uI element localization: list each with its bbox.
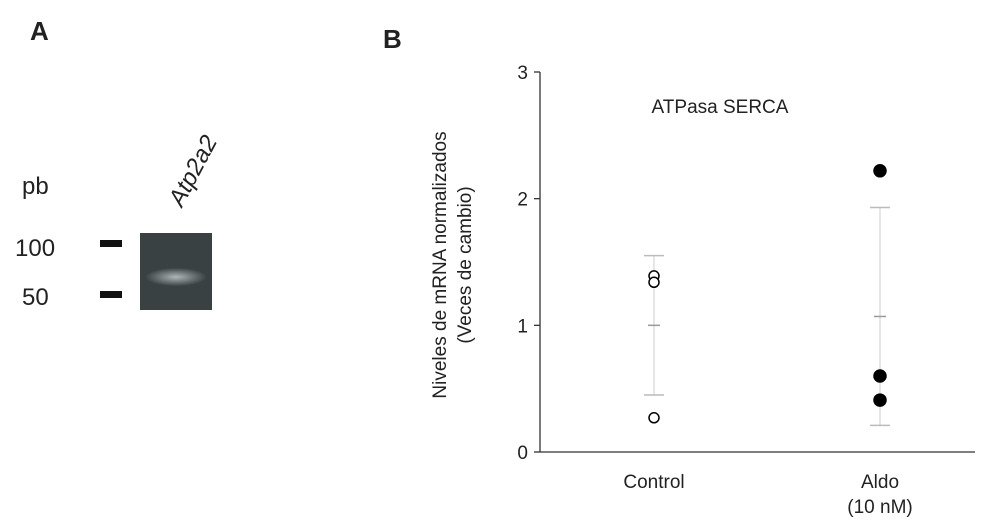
x-tick-label: Aldo	[861, 472, 899, 493]
data-point	[873, 393, 887, 407]
data-point	[873, 164, 887, 178]
x-tick-label: (10 nM)	[847, 497, 912, 518]
y-tick-label: 0	[517, 443, 528, 464]
lane-label: Atp2a2	[163, 131, 223, 213]
ladder-band	[100, 291, 122, 298]
data-point	[648, 276, 660, 289]
y-axis-label: (Veces de cambio)	[455, 186, 476, 343]
y-tick-label: 2	[517, 190, 528, 211]
panel-label: B	[383, 24, 402, 54]
y-tick-label: 1	[517, 316, 528, 337]
ladder-label: 50	[22, 284, 49, 311]
ladder-label: 100	[15, 235, 55, 262]
unit-label: pb	[22, 173, 49, 200]
data-point	[873, 369, 887, 383]
x-tick-label: Control	[623, 472, 684, 493]
y-axis-label: Niveles de mRNA normalizados	[430, 131, 451, 398]
chart-title: ATPasa SERCA	[652, 97, 789, 118]
data-point	[648, 412, 660, 424]
panel-label: A	[30, 16, 49, 46]
ladder-band	[100, 240, 122, 247]
gel-band	[146, 268, 206, 286]
y-tick-label: 3	[517, 63, 528, 84]
